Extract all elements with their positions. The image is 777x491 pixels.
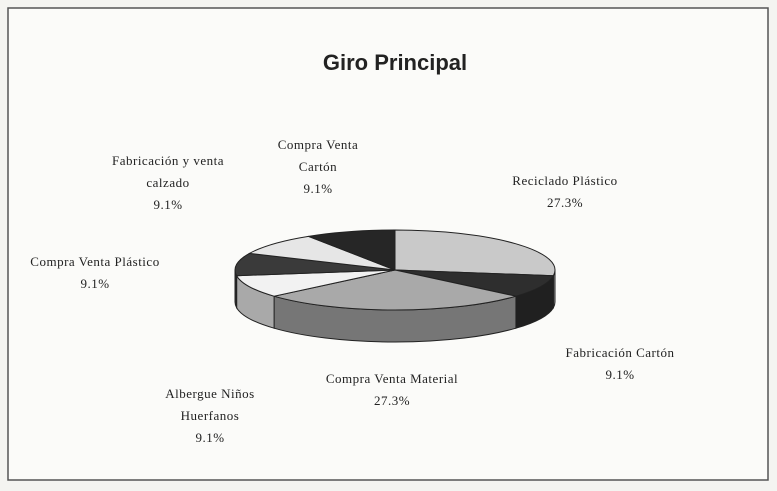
slice-label: Fabricación Cartón 9.1% bbox=[535, 342, 705, 386]
slice-category: Fabricación Cartón bbox=[565, 345, 675, 360]
slice-category: Compra Venta Plástico bbox=[30, 254, 160, 269]
pie-slice bbox=[247, 235, 396, 271]
slice-category: Albergue Niños Huerfanos bbox=[165, 386, 255, 423]
slice-label: Compra Venta Material 27.3% bbox=[322, 368, 462, 412]
slice-label: Compra Venta Cartón 9.1% bbox=[258, 134, 378, 200]
slice-value: 9.1% bbox=[195, 430, 225, 445]
pie-slice bbox=[306, 229, 396, 271]
slice-value: 9.1% bbox=[303, 181, 333, 196]
pie-slice bbox=[394, 229, 556, 277]
slice-label: Fabricación y venta calzado 9.1% bbox=[108, 150, 228, 216]
slice-label: Compra Venta Plástico 9.1% bbox=[30, 251, 160, 295]
slice-category: Fabricación y venta calzado bbox=[111, 153, 224, 190]
pie-slice bbox=[394, 269, 555, 297]
slice-value: 9.1% bbox=[80, 276, 110, 291]
slice-value: 9.1% bbox=[605, 367, 635, 382]
slice-value: 27.3% bbox=[546, 195, 584, 210]
chart-title: Giro Principal bbox=[322, 50, 468, 75]
slice-category: Reciclado Plástico bbox=[512, 173, 618, 188]
slice-value: 9.1% bbox=[153, 197, 183, 212]
slice-category: Compra Venta Material bbox=[325, 371, 459, 386]
slice-category: Compra Venta Cartón bbox=[277, 137, 359, 174]
slice-label: Reciclado Plástico 27.3% bbox=[480, 170, 650, 214]
pie-slice bbox=[273, 269, 517, 311]
slice-value: 27.3% bbox=[373, 393, 411, 408]
slice-label: Albergue Niños Huerfanos 9.1% bbox=[145, 383, 275, 449]
